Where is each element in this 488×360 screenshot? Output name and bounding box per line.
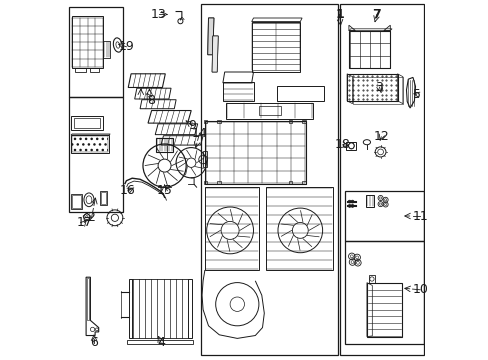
Bar xyxy=(75,68,86,72)
Bar xyxy=(71,135,108,153)
Text: 1: 1 xyxy=(334,8,343,21)
Text: 14: 14 xyxy=(191,127,207,140)
Circle shape xyxy=(347,204,350,207)
Text: 16: 16 xyxy=(120,184,136,197)
Text: 2: 2 xyxy=(87,211,95,224)
Bar xyxy=(156,138,173,152)
Text: 13: 13 xyxy=(151,8,166,21)
Text: 17: 17 xyxy=(76,216,92,229)
Bar xyxy=(72,195,81,208)
Bar xyxy=(226,103,312,119)
Bar xyxy=(217,181,221,184)
Circle shape xyxy=(347,200,350,203)
Text: 8: 8 xyxy=(146,94,155,107)
Bar xyxy=(89,68,99,72)
Bar xyxy=(344,241,423,344)
Bar xyxy=(187,279,191,338)
Bar xyxy=(258,106,280,115)
Bar xyxy=(288,120,292,123)
Text: 11: 11 xyxy=(411,210,427,222)
Bar xyxy=(71,194,81,209)
Circle shape xyxy=(350,200,353,203)
Bar xyxy=(346,74,397,101)
Bar xyxy=(72,136,107,152)
Bar xyxy=(366,283,401,337)
Bar xyxy=(217,120,221,123)
Bar xyxy=(69,97,122,212)
Bar xyxy=(71,116,103,130)
Text: 3: 3 xyxy=(375,81,383,94)
Bar xyxy=(251,22,300,72)
Bar xyxy=(302,120,305,123)
Bar xyxy=(366,195,373,207)
Bar xyxy=(348,31,389,68)
Text: 4: 4 xyxy=(157,336,164,349)
Bar xyxy=(288,181,292,184)
Bar xyxy=(101,192,106,204)
Bar xyxy=(368,275,374,283)
Bar xyxy=(344,191,423,241)
Bar xyxy=(74,118,101,128)
Circle shape xyxy=(350,204,353,207)
Bar xyxy=(302,181,305,184)
Bar xyxy=(103,41,110,58)
Bar xyxy=(346,142,356,150)
Polygon shape xyxy=(212,36,218,72)
Bar xyxy=(128,279,132,338)
Text: 5: 5 xyxy=(412,88,420,101)
Bar xyxy=(204,187,258,270)
Bar xyxy=(203,120,207,123)
Text: 12: 12 xyxy=(373,130,388,143)
Polygon shape xyxy=(207,18,213,55)
Bar xyxy=(203,181,207,184)
Bar xyxy=(204,121,305,184)
Bar xyxy=(223,82,253,101)
Bar xyxy=(339,4,423,355)
Text: 15: 15 xyxy=(156,184,172,197)
Text: 9: 9 xyxy=(187,119,196,132)
Bar xyxy=(69,7,122,97)
Bar xyxy=(201,4,337,355)
Text: 6: 6 xyxy=(90,336,98,349)
Bar xyxy=(265,187,332,270)
Bar xyxy=(100,191,107,205)
Text: 7: 7 xyxy=(372,8,381,21)
Text: 18: 18 xyxy=(334,138,350,151)
Text: 10: 10 xyxy=(411,283,427,296)
Text: 19: 19 xyxy=(118,40,134,53)
Bar xyxy=(276,86,323,101)
Bar xyxy=(72,16,103,68)
